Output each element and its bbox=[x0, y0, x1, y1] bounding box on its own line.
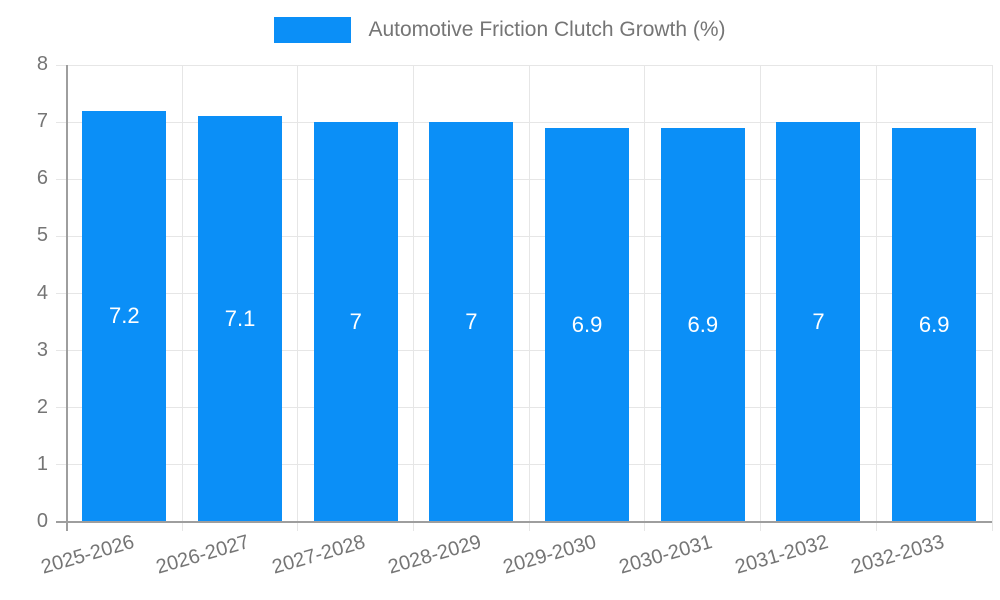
x-gridline bbox=[297, 65, 299, 522]
y-tick-label: 2 bbox=[36, 395, 48, 418]
bar[interactable]: 7.1 bbox=[198, 116, 283, 522]
x-tick-label: 2027-2028 bbox=[269, 531, 368, 579]
bar[interactable]: 6.9 bbox=[545, 127, 630, 522]
x-tick-label: 2032-2033 bbox=[848, 531, 947, 579]
x-tick-label: 2026-2027 bbox=[154, 531, 253, 579]
x-tick-mark bbox=[760, 522, 762, 531]
y-tick-label: 1 bbox=[36, 452, 48, 475]
x-tick-mark bbox=[875, 522, 877, 531]
bar[interactable]: 7.2 bbox=[82, 110, 167, 522]
x-tick-label: 2029-2030 bbox=[501, 531, 600, 579]
x-tick-mark bbox=[528, 522, 530, 531]
y-gridline bbox=[56, 64, 992, 66]
chart-title: Automotive Friction Clutch Growth (%) bbox=[368, 18, 726, 41]
bar[interactable]: 7 bbox=[313, 122, 398, 522]
x-gridline bbox=[875, 65, 877, 522]
x-gridline bbox=[528, 65, 530, 522]
x-tick-mark bbox=[413, 522, 415, 531]
y-gridline bbox=[56, 293, 992, 294]
bar-value-label: 7.1 bbox=[224, 306, 256, 332]
x-tick-label: 2031-2032 bbox=[732, 531, 831, 579]
x-tick-mark bbox=[181, 522, 183, 531]
y-gridline bbox=[56, 464, 992, 466]
bar-value-label: 6.9 bbox=[571, 311, 603, 337]
x-tick-mark bbox=[991, 522, 993, 531]
bar-value-label: 7 bbox=[349, 309, 362, 335]
bar-value-label: 7.2 bbox=[109, 303, 140, 329]
x-tick-label: 2030-2031 bbox=[616, 531, 715, 579]
x-axis-line bbox=[56, 521, 992, 523]
y-tick-label: 0 bbox=[36, 510, 48, 532]
y-gridline bbox=[56, 407, 992, 409]
y-tick-label: 7 bbox=[36, 110, 48, 133]
y-tick-label: 8 bbox=[36, 53, 48, 75]
bar[interactable]: 6.9 bbox=[660, 127, 745, 522]
y-tick-label: 4 bbox=[36, 281, 48, 304]
y-gridline bbox=[56, 235, 992, 237]
bar-value-label: 7 bbox=[465, 309, 478, 335]
x-tick-label: 2028-2029 bbox=[385, 531, 484, 579]
bar[interactable]: 6.9 bbox=[892, 127, 977, 522]
x-tick-mark bbox=[297, 522, 299, 531]
x-gridline bbox=[760, 65, 762, 522]
x-tick-mark bbox=[644, 522, 646, 531]
bar-value-label: 6.9 bbox=[687, 311, 719, 337]
legend-item[interactable]: Automotive Friction Clutch Growth (%) bbox=[0, 15, 1000, 45]
bar[interactable]: 7 bbox=[429, 122, 514, 522]
x-gridline bbox=[413, 65, 415, 522]
y-tick-label: 3 bbox=[36, 338, 48, 361]
bar[interactable]: 7 bbox=[776, 122, 861, 522]
bar-value-label: 6.9 bbox=[918, 311, 950, 337]
x-gridline bbox=[991, 65, 993, 522]
x-gridline bbox=[181, 65, 183, 522]
bar-value-label: 7 bbox=[812, 309, 825, 335]
y-gridline bbox=[56, 350, 992, 352]
x-tick-label: 2025-2026 bbox=[38, 531, 137, 579]
y-tick-label: 6 bbox=[36, 167, 48, 190]
legend-swatch bbox=[274, 17, 352, 43]
y-gridline bbox=[56, 178, 992, 180]
y-tick-label: 5 bbox=[36, 224, 48, 247]
x-gridline bbox=[644, 65, 646, 522]
y-axis-line bbox=[65, 65, 68, 531]
y-gridline bbox=[56, 121, 992, 123]
